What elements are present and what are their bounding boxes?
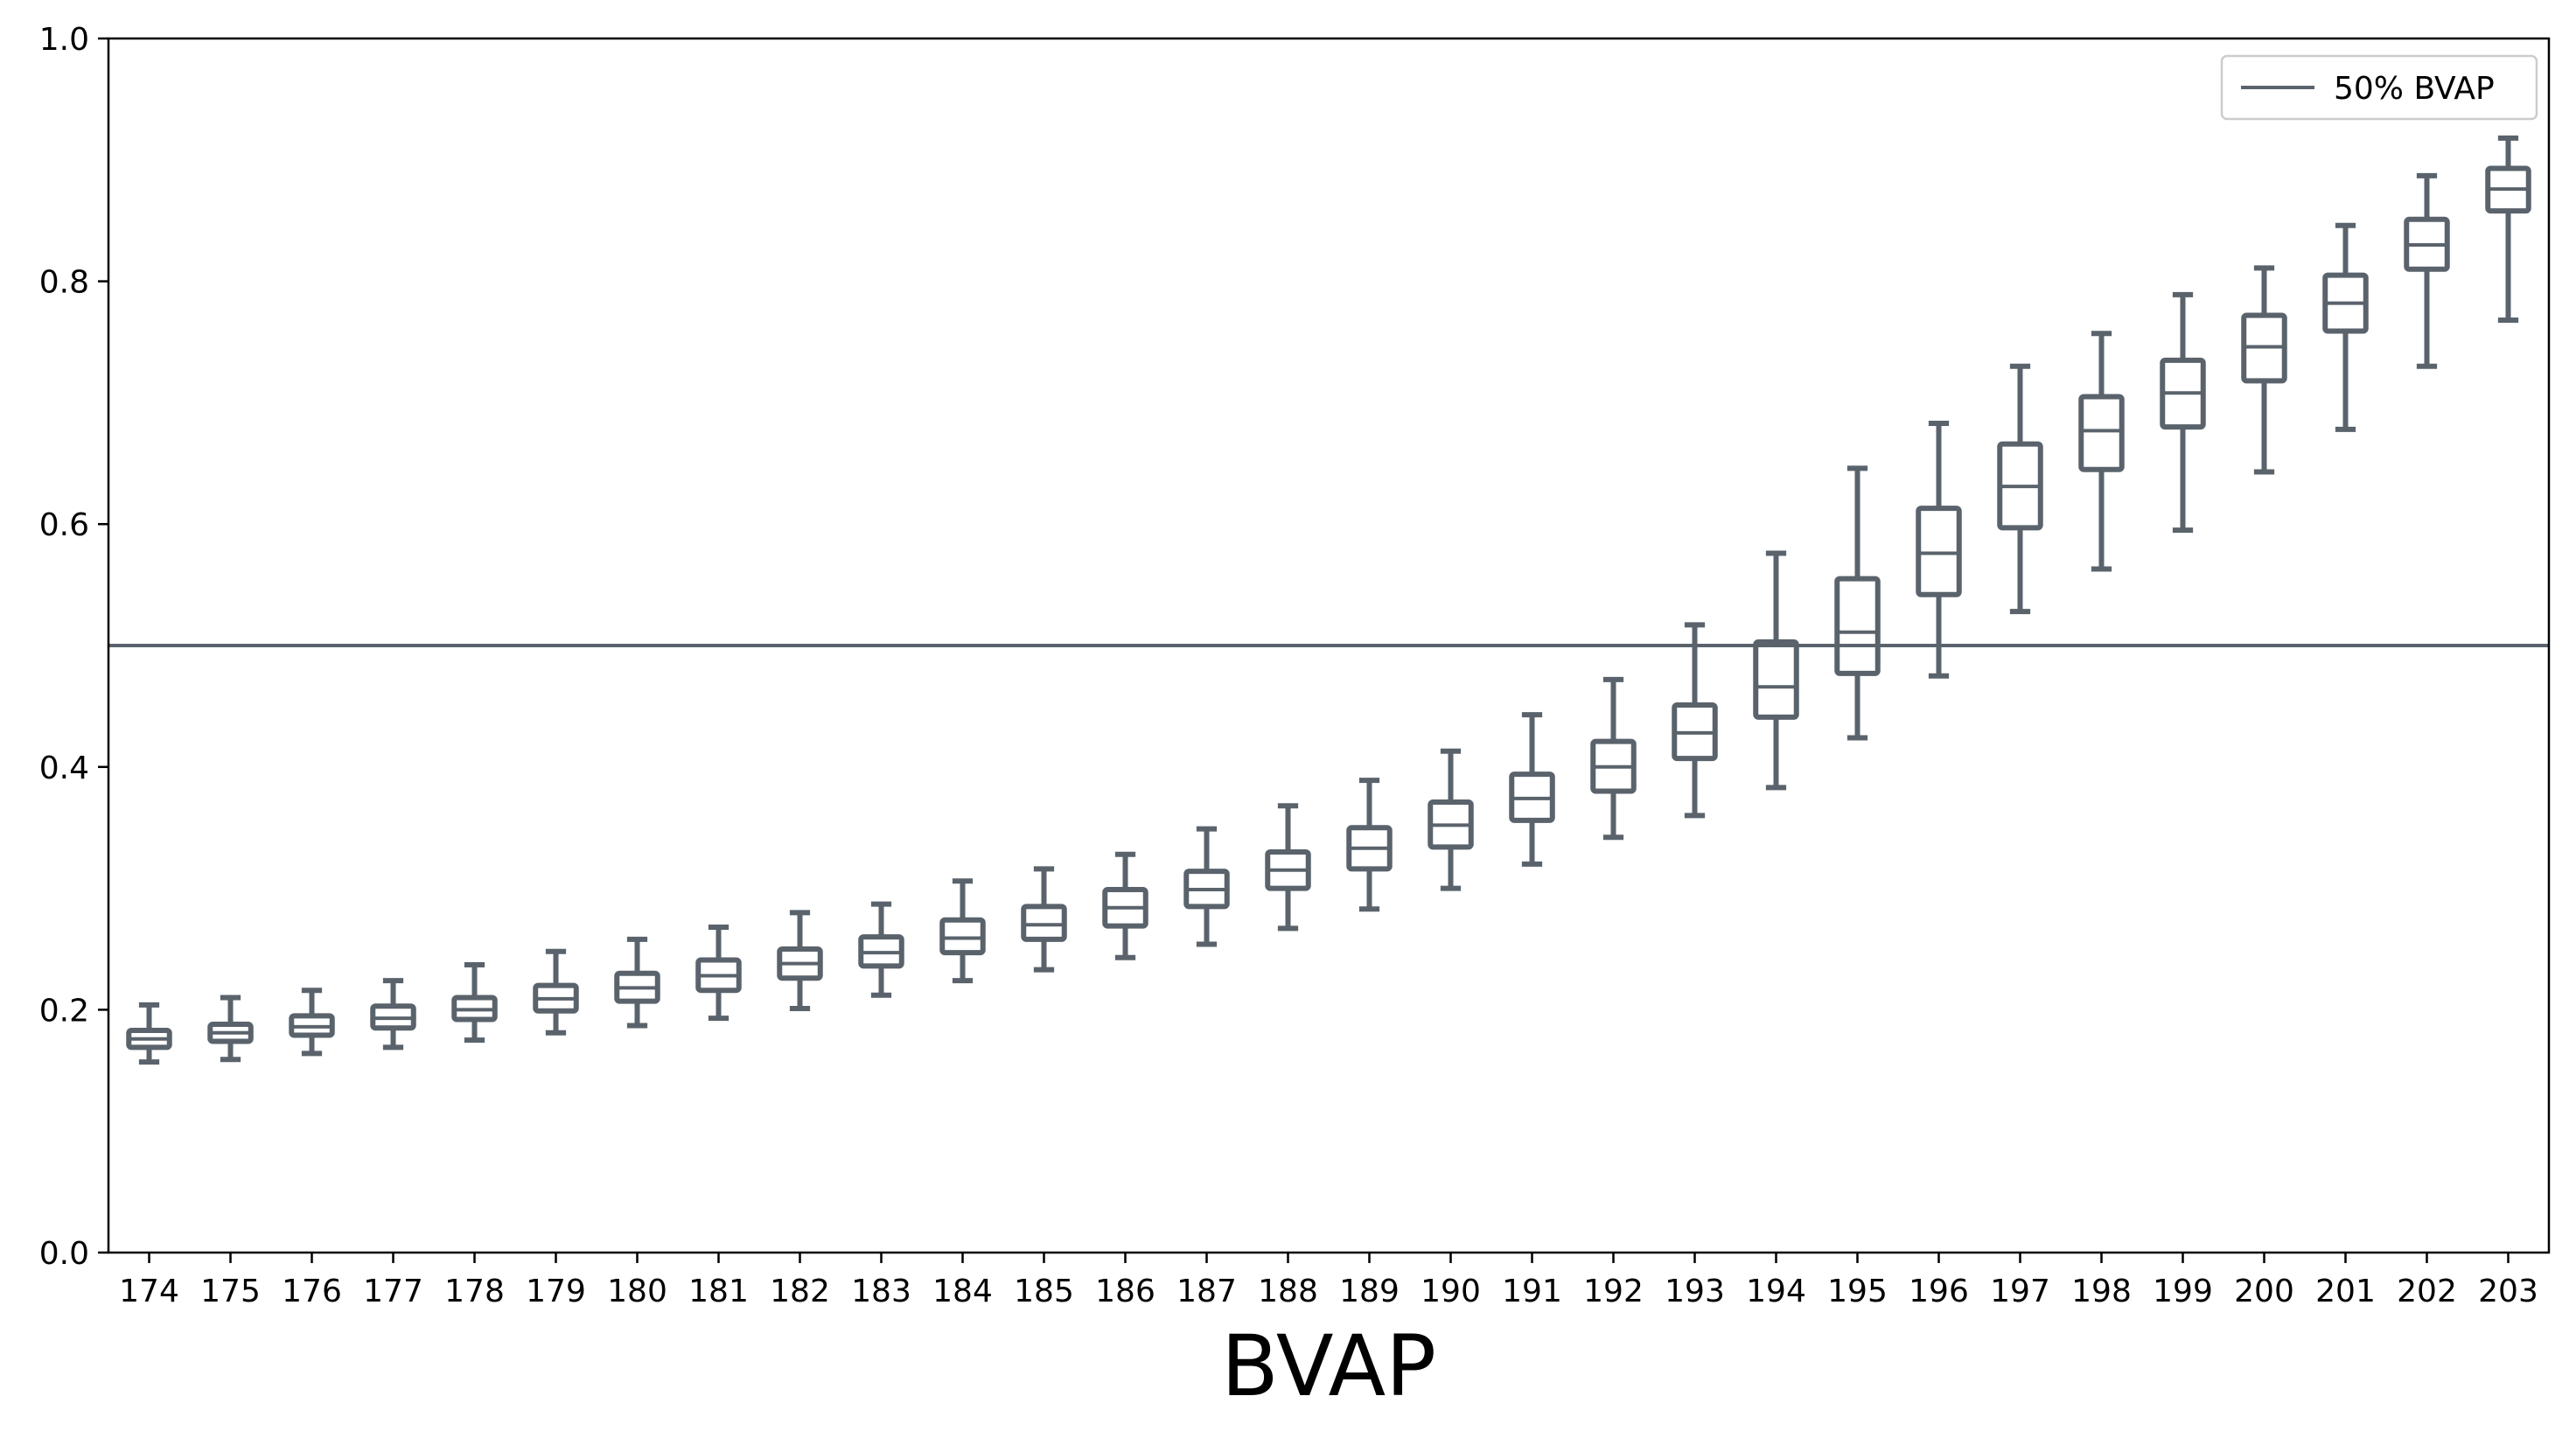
box-175 <box>207 995 254 1063</box>
box-197 <box>1997 363 2043 615</box>
x-tick-label: 176 <box>282 1274 342 1309</box>
box-187 <box>1183 826 1230 947</box>
y-tick-label: 0.0 <box>39 1236 89 1272</box>
x-tick-label: 201 <box>2315 1274 2376 1309</box>
x-tick-label: 185 <box>1014 1274 1074 1309</box>
x-axis-title: BVAP <box>1221 1317 1436 1415</box>
y-tick-label: 0.8 <box>39 265 89 301</box>
box-iqr <box>939 917 986 956</box>
y-axis: 0.0 0.2 0.4 0.6 0.8 1.0 <box>39 22 108 1272</box>
x-tick-label: 196 <box>1909 1274 1969 1309</box>
box-iqr <box>1021 904 1067 942</box>
x-tick-label: 199 <box>2153 1274 2213 1309</box>
x-tick-label: 184 <box>932 1274 993 1309</box>
box-185 <box>1021 866 1067 973</box>
y-tick-label: 1.0 <box>39 22 89 58</box>
legend: 50% BVAP <box>2220 54 2538 121</box>
box-201 <box>2322 222 2369 432</box>
box-iqr <box>1753 639 1799 720</box>
box-series <box>126 135 2531 1065</box>
x-tick-label: 180 <box>607 1274 667 1309</box>
box-iqr <box>1916 506 1962 597</box>
box-190 <box>1428 748 1474 891</box>
box-195 <box>1834 465 1881 741</box>
box-194 <box>1753 550 1799 791</box>
box-179 <box>533 948 579 1036</box>
x-tick-label: 194 <box>1746 1274 1806 1309</box>
x-tick-label: 188 <box>1258 1274 1318 1309</box>
x-tick-label: 174 <box>119 1274 179 1309</box>
box-iqr <box>2078 394 2125 472</box>
box-176 <box>289 988 335 1057</box>
y-tick-label: 0.4 <box>39 750 89 786</box>
legend-label: 50% BVAP <box>2334 71 2495 107</box>
plot-frame <box>107 37 2551 1254</box>
x-tick-label: 182 <box>770 1274 830 1309</box>
x-tick-label: 197 <box>1990 1274 2050 1309</box>
x-tick-label: 200 <box>2234 1274 2294 1309</box>
x-tick-label: 183 <box>851 1274 911 1309</box>
y-tick-label: 0.6 <box>39 507 89 543</box>
x-tick-label: 198 <box>2071 1274 2132 1309</box>
box-189 <box>1346 778 1393 912</box>
box-203 <box>2485 135 2531 324</box>
x-axis: 174 175 176 177 178 179 180 181 182 183 184 185 186 1… <box>119 1253 2538 1309</box>
x-tick-label: 179 <box>526 1274 586 1309</box>
box-183 <box>858 901 904 998</box>
x-tick-label: 177 <box>363 1274 423 1309</box>
legend-box <box>2220 54 2538 121</box>
box-184 <box>939 878 986 984</box>
box-198 <box>2078 331 2125 572</box>
box-196 <box>1916 420 1962 679</box>
x-tick-label: 178 <box>444 1274 505 1309</box>
x-tick-label: 181 <box>688 1274 749 1309</box>
box-200 <box>2241 265 2287 475</box>
box-191 <box>1509 712 1555 867</box>
x-tick-label: 191 <box>1502 1274 1562 1309</box>
box-199 <box>2160 291 2206 534</box>
box-iqr <box>1834 576 1881 676</box>
box-193 <box>1672 622 1718 819</box>
box-178 <box>451 962 498 1044</box>
x-tick-label: 189 <box>1339 1274 1400 1309</box>
x-tick-label: 192 <box>1583 1274 1644 1309</box>
y-tick-label: 0.2 <box>39 993 89 1029</box>
box-182 <box>777 910 823 1012</box>
box-180 <box>614 936 660 1029</box>
x-tick-label: 193 <box>1665 1274 1725 1309</box>
x-tick-label: 202 <box>2397 1274 2457 1309</box>
box-174 <box>126 1002 172 1065</box>
box-186 <box>1102 851 1148 960</box>
x-tick-label: 175 <box>200 1274 261 1309</box>
box-192 <box>1590 676 1637 841</box>
box-177 <box>370 978 416 1051</box>
x-tick-label: 195 <box>1827 1274 1888 1309</box>
x-tick-label: 190 <box>1421 1274 1481 1309</box>
box-188 <box>1265 803 1311 932</box>
x-tick-label: 186 <box>1095 1274 1155 1309</box>
x-tick-label: 187 <box>1176 1274 1237 1309</box>
box-181 <box>695 925 742 1022</box>
x-tick-label: 203 <box>2478 1274 2538 1309</box>
box-202 <box>2404 172 2450 369</box>
